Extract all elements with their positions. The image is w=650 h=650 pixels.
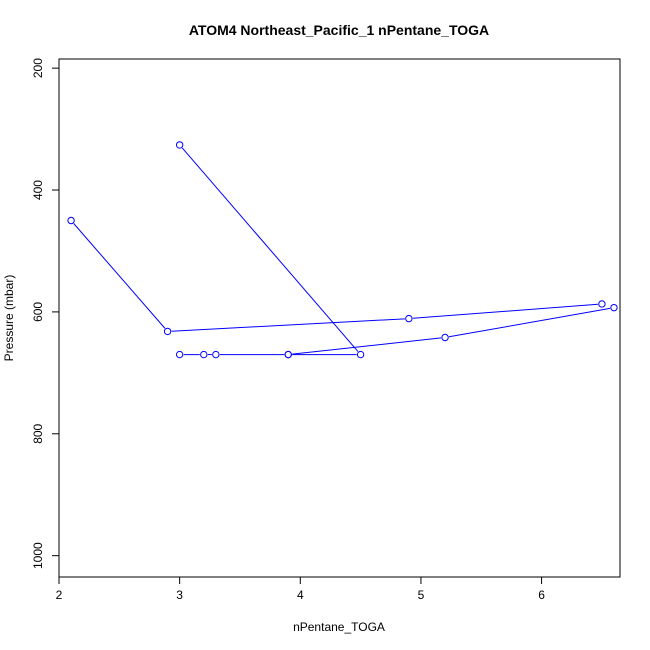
series-3-point — [284, 350, 292, 359]
series-3-point — [441, 333, 449, 342]
series-1-point — [356, 350, 365, 359]
y-tick-label: 800 — [31, 423, 45, 443]
y-tick-label: 200 — [31, 58, 45, 78]
series-2-segment — [73, 223, 166, 329]
series-1-point — [175, 141, 184, 149]
y-axis: 200 400 600 800 1000 — [31, 58, 60, 569]
series-1-point — [175, 350, 184, 359]
y-axis-label: Pressure (mbar) — [2, 275, 16, 362]
y-tick-label: 400 — [31, 180, 45, 200]
series-2-point — [67, 216, 75, 225]
y-tick-label: 600 — [31, 302, 45, 322]
series-layer — [67, 141, 618, 359]
plot-area-frame — [58, 58, 621, 578]
series-2-point — [598, 300, 606, 308]
x-axis: 2 3 4 5 6 — [56, 576, 545, 602]
series-2-point — [405, 314, 413, 323]
series-2-point — [163, 327, 172, 336]
x-tick-label: 2 — [56, 588, 63, 602]
series-1-point — [200, 350, 208, 359]
chart-title: ATOM4 Northeast_Pacific_1 nPentane_TOGA — [189, 22, 489, 38]
series-3-segment — [292, 337, 442, 355]
series-3-segment — [448, 307, 611, 338]
x-tick-label: 6 — [538, 588, 545, 602]
x-tick-label: 5 — [418, 588, 425, 602]
x-tick-label: 4 — [297, 588, 304, 602]
x-axis-label: nPentane_TOGA — [293, 620, 385, 634]
y-tick-label: 1000 — [31, 542, 45, 569]
series-1-segment — [181, 147, 359, 352]
series-1-point — [212, 350, 220, 359]
series-2-segment — [171, 318, 405, 332]
series-3-point — [610, 303, 618, 312]
series-2-segment — [412, 303, 598, 319]
x-tick-label: 3 — [176, 588, 183, 602]
